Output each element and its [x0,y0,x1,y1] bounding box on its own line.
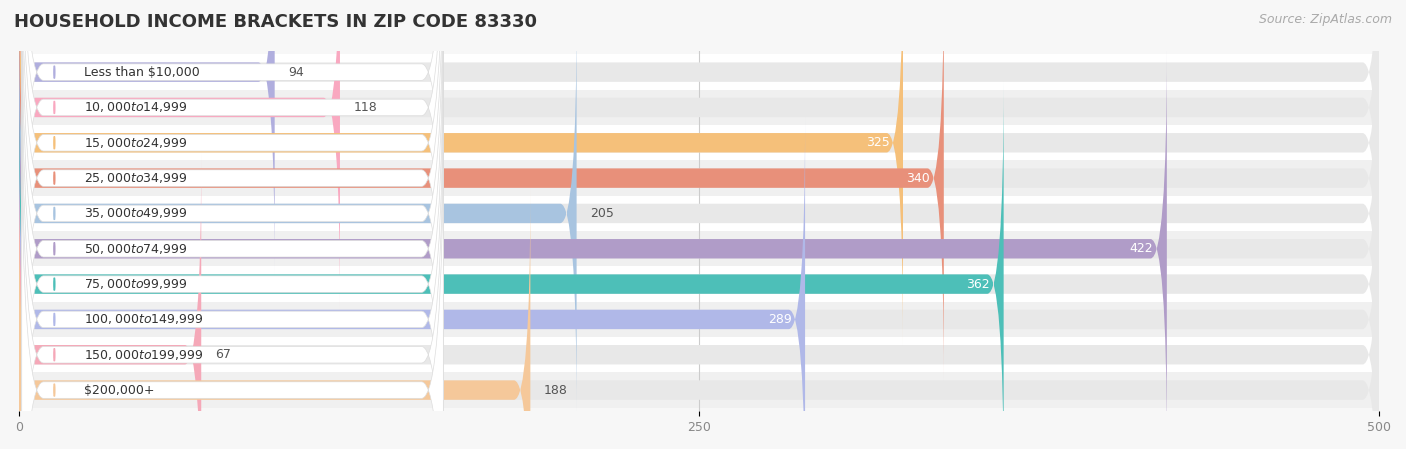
FancyBboxPatch shape [20,188,1379,449]
FancyBboxPatch shape [20,0,274,274]
FancyBboxPatch shape [20,0,943,380]
FancyBboxPatch shape [21,0,443,449]
Text: $15,000 to $24,999: $15,000 to $24,999 [84,136,188,150]
Text: 422: 422 [1129,242,1153,255]
FancyBboxPatch shape [21,116,443,449]
FancyBboxPatch shape [20,117,806,449]
FancyBboxPatch shape [20,11,1379,416]
Text: $25,000 to $34,999: $25,000 to $34,999 [84,171,188,185]
FancyBboxPatch shape [0,196,1406,231]
FancyBboxPatch shape [20,47,1167,449]
FancyBboxPatch shape [20,0,340,310]
Text: Less than $10,000: Less than $10,000 [84,66,200,79]
Text: 340: 340 [907,172,931,185]
Text: $35,000 to $49,999: $35,000 to $49,999 [84,207,188,220]
FancyBboxPatch shape [0,302,1406,337]
FancyBboxPatch shape [20,0,1379,380]
FancyBboxPatch shape [21,0,443,449]
FancyBboxPatch shape [21,10,443,449]
FancyBboxPatch shape [20,0,1379,345]
FancyBboxPatch shape [0,160,1406,196]
Text: 362: 362 [966,277,990,291]
FancyBboxPatch shape [0,266,1406,302]
FancyBboxPatch shape [20,82,1004,449]
FancyBboxPatch shape [20,11,576,416]
Text: $10,000 to $14,999: $10,000 to $14,999 [84,101,188,114]
FancyBboxPatch shape [0,125,1406,160]
FancyBboxPatch shape [21,0,443,347]
Text: 325: 325 [866,136,890,149]
Text: Source: ZipAtlas.com: Source: ZipAtlas.com [1258,13,1392,26]
Text: 188: 188 [544,383,568,396]
FancyBboxPatch shape [21,0,443,382]
Text: 118: 118 [353,101,377,114]
FancyBboxPatch shape [21,80,443,449]
FancyBboxPatch shape [20,82,1379,449]
Text: $150,000 to $199,999: $150,000 to $199,999 [84,348,204,362]
FancyBboxPatch shape [0,372,1406,408]
FancyBboxPatch shape [20,188,530,449]
FancyBboxPatch shape [0,337,1406,372]
Text: 205: 205 [591,207,614,220]
Text: 67: 67 [215,348,231,361]
FancyBboxPatch shape [20,117,1379,449]
FancyBboxPatch shape [21,0,443,417]
Text: 94: 94 [288,66,304,79]
FancyBboxPatch shape [20,0,903,345]
Text: $50,000 to $74,999: $50,000 to $74,999 [84,242,188,256]
FancyBboxPatch shape [20,153,1379,449]
Text: HOUSEHOLD INCOME BRACKETS IN ZIP CODE 83330: HOUSEHOLD INCOME BRACKETS IN ZIP CODE 83… [14,13,537,31]
Text: $200,000+: $200,000+ [84,383,155,396]
FancyBboxPatch shape [0,90,1406,125]
FancyBboxPatch shape [21,0,443,449]
Text: $100,000 to $149,999: $100,000 to $149,999 [84,313,204,326]
FancyBboxPatch shape [20,47,1379,449]
FancyBboxPatch shape [0,54,1406,90]
Text: $75,000 to $99,999: $75,000 to $99,999 [84,277,188,291]
FancyBboxPatch shape [0,231,1406,266]
FancyBboxPatch shape [21,45,443,449]
FancyBboxPatch shape [20,153,201,449]
Text: 289: 289 [768,313,792,326]
FancyBboxPatch shape [20,0,1379,310]
FancyBboxPatch shape [20,0,1379,274]
